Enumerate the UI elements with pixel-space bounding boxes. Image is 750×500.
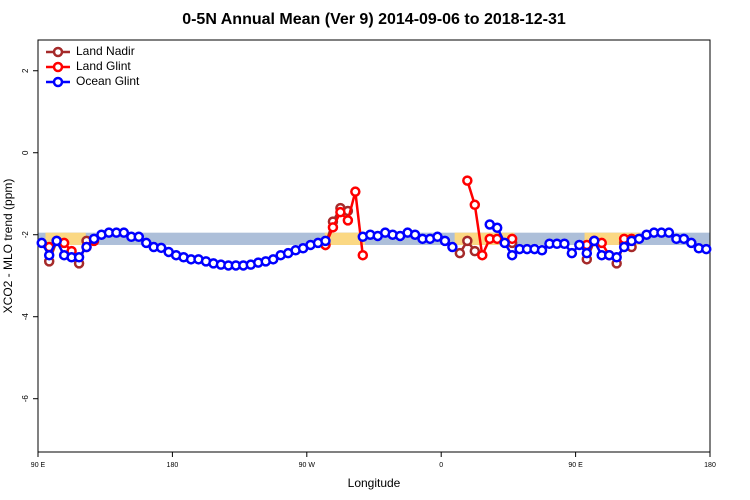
point xyxy=(81,241,92,253)
point xyxy=(618,241,630,253)
point xyxy=(267,254,279,265)
point xyxy=(589,235,600,247)
point xyxy=(320,235,331,247)
x-axis-label: Longitude xyxy=(348,476,401,490)
y-axis-label: XCO2 - MLO trend (ppm) xyxy=(1,179,15,314)
point xyxy=(469,245,481,257)
y-tick-label: 2 xyxy=(21,68,30,73)
point xyxy=(574,239,585,251)
highlight-range xyxy=(324,232,366,245)
point xyxy=(491,222,503,234)
point xyxy=(686,237,697,249)
point xyxy=(133,231,145,243)
point xyxy=(432,231,443,243)
point xyxy=(335,206,346,218)
legend-label: Ocean Glint xyxy=(76,74,140,88)
point xyxy=(141,237,152,249)
point xyxy=(155,242,167,254)
point xyxy=(663,227,675,238)
point xyxy=(462,235,473,247)
point xyxy=(536,245,548,256)
point xyxy=(559,238,570,249)
point xyxy=(477,249,488,261)
point xyxy=(88,233,100,245)
point xyxy=(506,233,518,245)
legend-label: Land Glint xyxy=(76,59,131,73)
legend-marker xyxy=(52,61,64,73)
point xyxy=(491,233,503,245)
point xyxy=(409,229,421,240)
legend-marker xyxy=(52,76,64,88)
x-tick-label: 90 W xyxy=(299,462,316,469)
point xyxy=(43,249,55,261)
point xyxy=(701,243,712,255)
point xyxy=(633,233,645,245)
y-tick-label: 0 xyxy=(21,150,30,155)
point xyxy=(439,235,451,247)
point xyxy=(499,237,510,249)
chart-title: 0-5N Annual Mean (Ver 9) 2014-09-06 to 2… xyxy=(182,11,566,28)
point xyxy=(118,227,130,238)
x-tick-label: 90 E xyxy=(568,462,583,469)
x-tick-label: 90 E xyxy=(31,462,46,469)
x-tick-label: 180 xyxy=(167,462,179,469)
point xyxy=(73,252,85,263)
point xyxy=(327,222,339,233)
x-tick-label: 0 xyxy=(439,462,443,469)
x-tick-label: 180 xyxy=(704,462,716,469)
point xyxy=(447,241,458,253)
point xyxy=(462,175,473,186)
point xyxy=(342,215,354,226)
legend-label: Land Nadir xyxy=(76,44,135,58)
point xyxy=(454,247,466,259)
y-tick-label: -6 xyxy=(21,395,30,403)
point xyxy=(51,235,62,247)
legend-marker xyxy=(52,46,64,58)
point xyxy=(678,233,690,245)
point xyxy=(350,186,361,197)
point xyxy=(357,249,369,261)
y-tick-label: -2 xyxy=(21,231,30,239)
point xyxy=(506,249,518,261)
point xyxy=(611,252,622,263)
y-tick-label: -4 xyxy=(21,313,30,321)
point xyxy=(581,247,593,259)
point xyxy=(469,199,481,211)
point xyxy=(36,237,47,249)
point xyxy=(566,247,578,259)
